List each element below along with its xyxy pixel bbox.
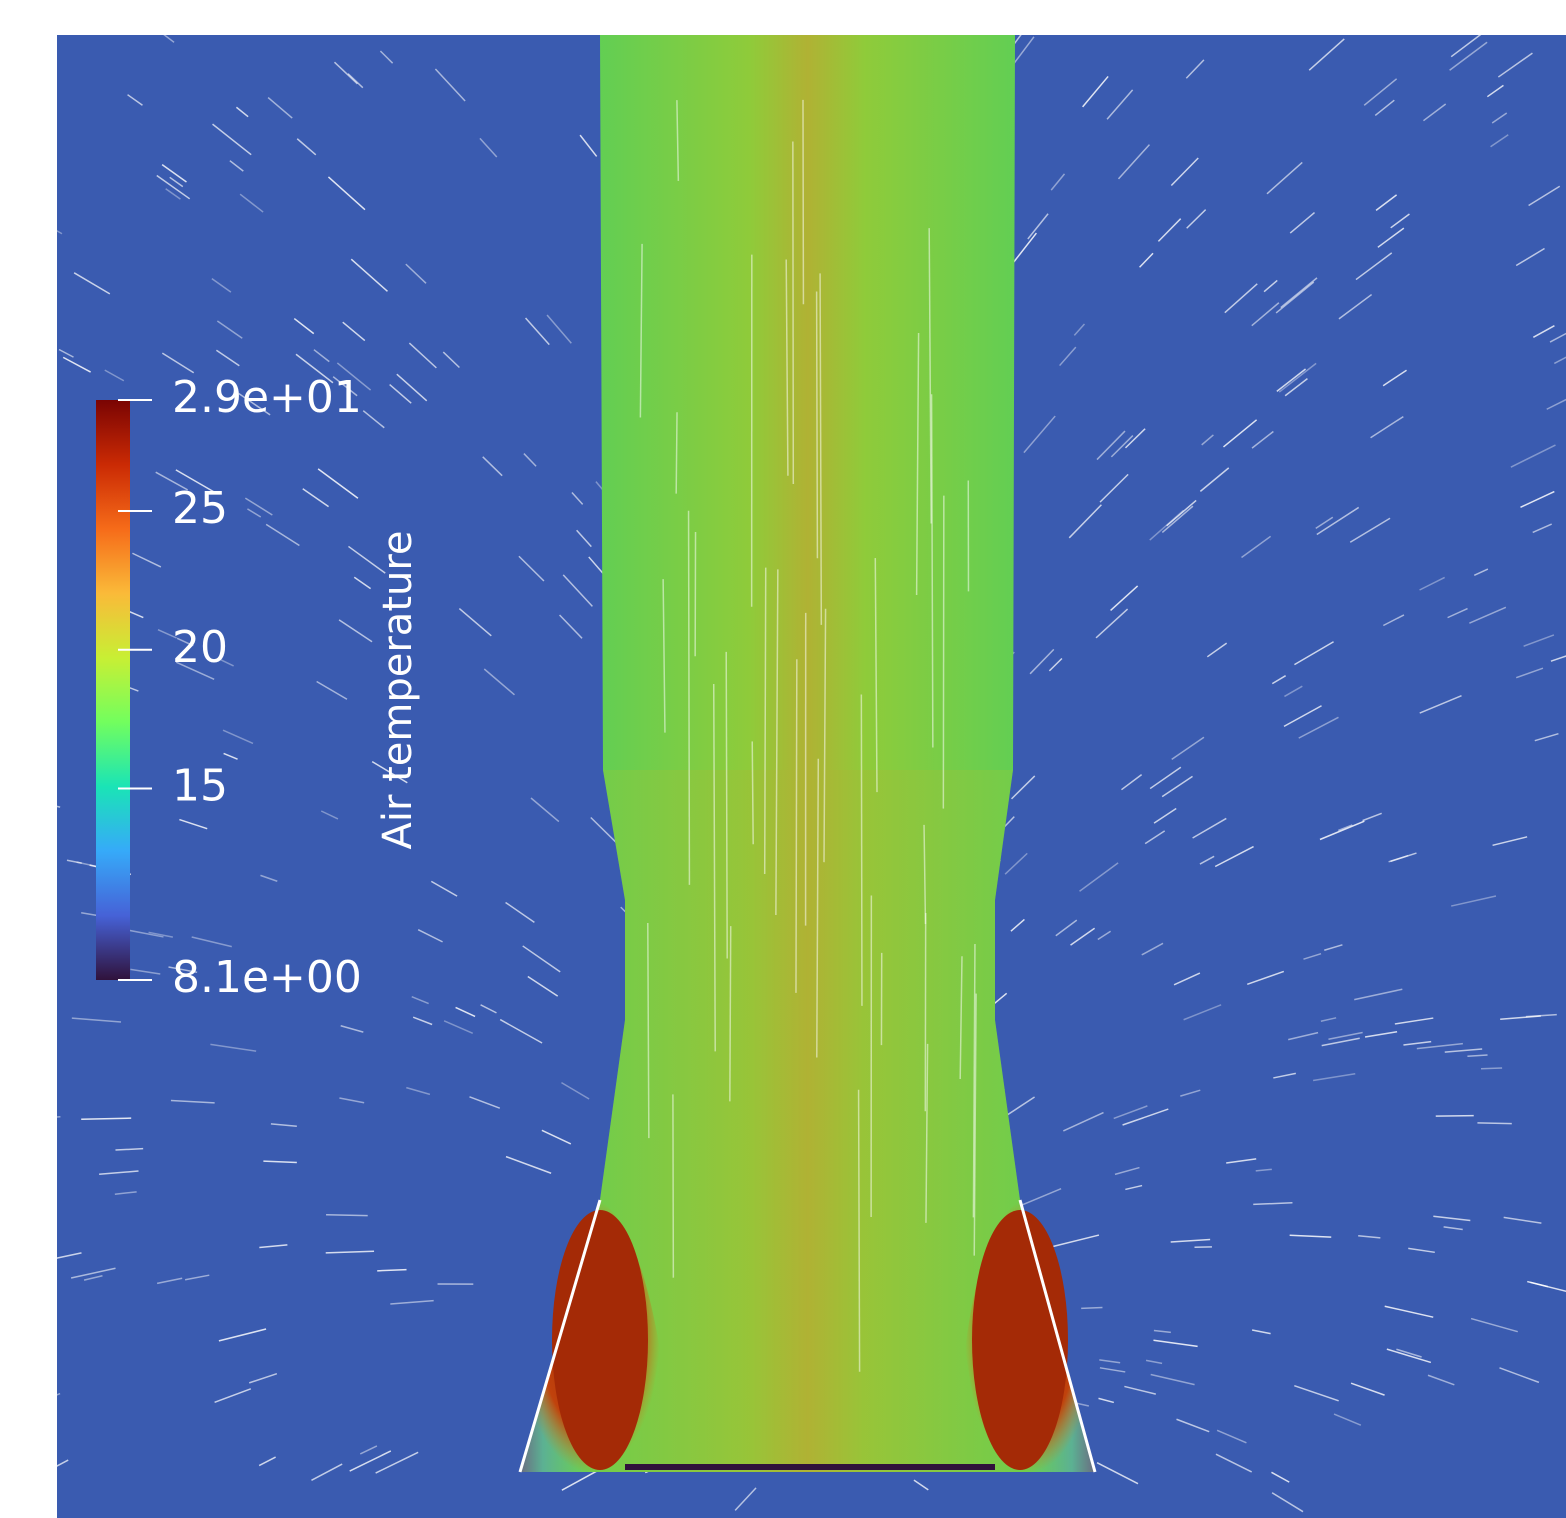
hot-region <box>972 1210 1068 1470</box>
inlet <box>625 1464 995 1470</box>
colorbar-tick-label: 15 <box>172 761 228 812</box>
colorbar-tick-label: 25 <box>172 483 228 534</box>
visualization: Air temperature 2.9e+01 25 20 15 8.1e+00 <box>0 0 1566 1518</box>
streamline <box>37 1394 60 1404</box>
streamline <box>1436 1116 1474 1117</box>
streamline <box>676 412 677 493</box>
colorbar-title: Air temperature <box>375 530 421 849</box>
colorbar-tick-label: 20 <box>172 622 228 673</box>
streamline <box>726 652 727 959</box>
hot-region <box>552 1210 648 1470</box>
streamline <box>817 292 818 559</box>
colorbar-tick-label: 2.9e+01 <box>172 372 362 423</box>
streamline <box>689 511 690 885</box>
streamline <box>859 1090 860 1372</box>
streamline <box>1481 1068 1502 1069</box>
colorbar <box>96 400 130 980</box>
streamline <box>730 926 731 1101</box>
streamline <box>31 1117 60 1119</box>
streamline <box>1477 1123 1511 1124</box>
streamline <box>765 568 766 874</box>
streamline <box>796 659 797 993</box>
streamline <box>1081 1308 1102 1309</box>
colorbar-tick-label: 8.1e+00 <box>172 952 362 1003</box>
streamline <box>752 741 753 844</box>
streamline <box>861 694 862 1005</box>
streamline <box>326 1215 368 1216</box>
